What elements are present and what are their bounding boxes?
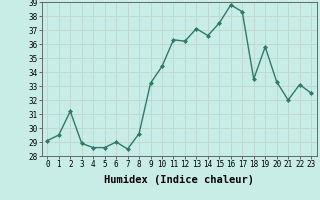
X-axis label: Humidex (Indice chaleur): Humidex (Indice chaleur) [104,175,254,185]
